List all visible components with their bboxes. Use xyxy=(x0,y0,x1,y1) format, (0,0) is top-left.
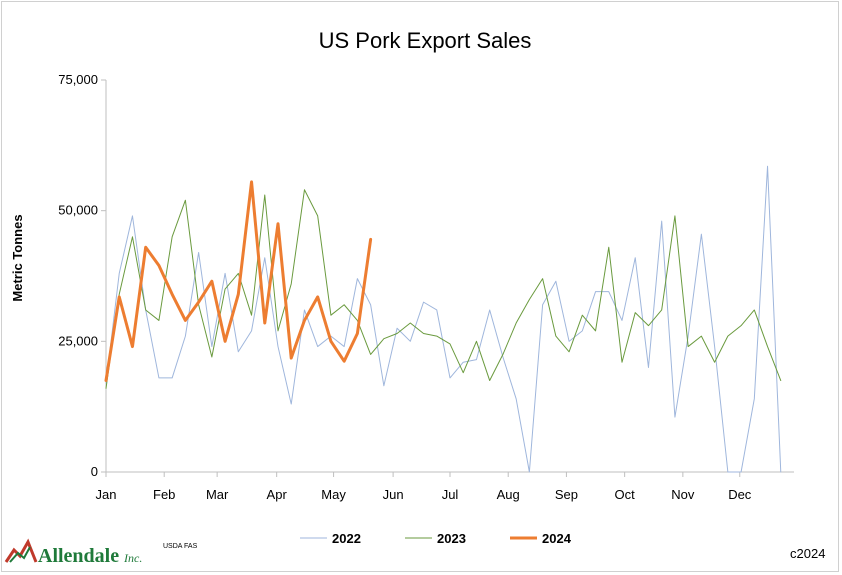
series-line-2024 xyxy=(104,180,373,383)
series-layer xyxy=(104,165,782,473)
logo-suffix: Inc. xyxy=(123,551,142,565)
legend-label-2024: 2024 xyxy=(542,531,572,546)
series-line-2022 xyxy=(105,165,782,473)
legend-label-2023: 2023 xyxy=(437,531,466,546)
x-tick-label: Aug xyxy=(497,487,520,502)
y-tick-label: 0 xyxy=(91,464,98,479)
x-tick-label: Mar xyxy=(206,487,229,502)
chart-title: US Pork Export Sales xyxy=(319,28,532,53)
x-tick-label: Jun xyxy=(383,487,404,502)
y-tick-label: 25,000 xyxy=(58,333,98,348)
legend: 2022 2023 2024 xyxy=(300,531,572,546)
x-tick-label: Feb xyxy=(153,487,175,502)
x-tick-label: Apr xyxy=(267,487,288,502)
x-tick-label: Nov xyxy=(671,487,695,502)
source-note: USDA FAS xyxy=(163,543,198,550)
x-tick-label: Jul xyxy=(442,487,459,502)
x-tick-label: Jan xyxy=(96,487,117,502)
logo-mark-accent xyxy=(9,546,31,563)
axes-layer: 0 25,000 50,000 75,000 Jan Feb Mar Apr May Jun Jul… xyxy=(58,72,794,502)
x-tick-label: May xyxy=(321,487,346,502)
logo-mark xyxy=(4,538,38,563)
y-tick-label: 50,000 xyxy=(58,203,98,218)
y-axis-label: Metric Tonnes xyxy=(10,214,25,301)
y-tick-label: 75,000 xyxy=(58,72,98,87)
copyright: c2024 xyxy=(790,546,825,561)
logo-name: Allendale xyxy=(38,545,119,567)
legend-label-2022: 2022 xyxy=(332,531,361,546)
allendale-logo: Allendale Inc. xyxy=(4,538,142,567)
x-tick-label: Oct xyxy=(615,487,636,502)
x-tick-label: Sep xyxy=(555,487,578,502)
series-line-2023 xyxy=(105,189,782,389)
x-tick-label: Dec xyxy=(728,487,752,502)
